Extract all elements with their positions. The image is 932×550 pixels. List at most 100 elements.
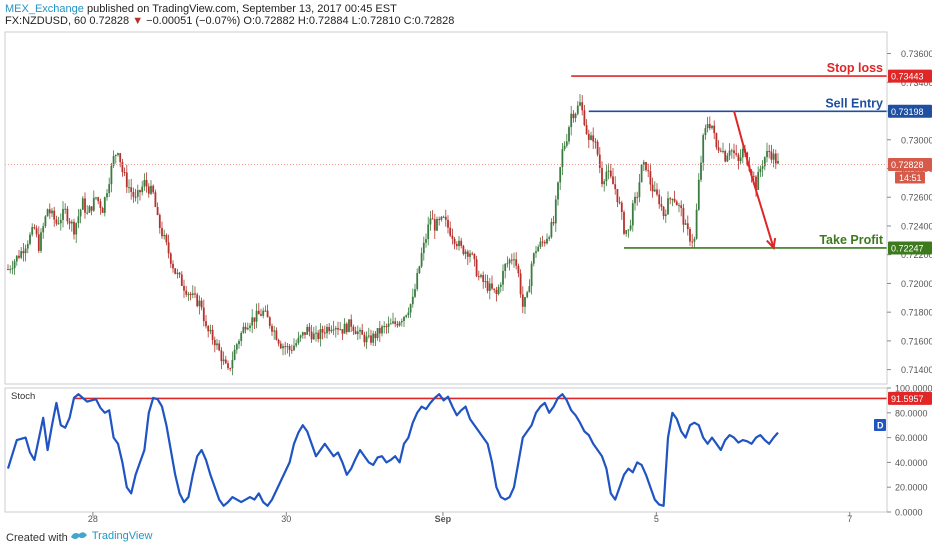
price-tick-label: 0.71600	[901, 336, 932, 346]
candle-body	[290, 349, 293, 351]
time-tick-label: 28	[88, 514, 98, 524]
candle-body	[90, 206, 93, 211]
candle-body	[75, 223, 78, 235]
author-name[interactable]: MEX_Exchange	[5, 3, 84, 15]
candle-body	[464, 251, 467, 254]
candle-body	[284, 346, 287, 348]
candle-body	[229, 368, 232, 370]
candle-body	[224, 359, 227, 364]
level-price-tag	[888, 241, 932, 255]
candle-body	[59, 219, 62, 224]
candle-body	[345, 323, 348, 333]
candle-body	[717, 147, 720, 151]
candle-body	[62, 209, 64, 220]
candle-body	[154, 192, 157, 207]
chart-frame	[4, 31, 888, 513]
candle-body	[161, 227, 163, 237]
candle-body	[431, 218, 434, 220]
candle-body	[693, 238, 696, 242]
candle-body	[642, 162, 645, 165]
candle-body	[552, 222, 555, 224]
candle-body	[328, 326, 331, 332]
candle-body	[37, 234, 40, 251]
candle-body	[581, 102, 584, 111]
candle-body	[651, 184, 654, 192]
candle-body	[451, 235, 454, 239]
candle-body	[403, 316, 405, 322]
candle-body	[262, 310, 265, 316]
candle-body	[480, 275, 482, 277]
candle-body	[246, 327, 249, 330]
candle-body	[240, 332, 243, 341]
candle-body	[488, 283, 491, 291]
candle-body	[152, 185, 155, 193]
candle-body	[537, 246, 540, 252]
candle-body	[726, 155, 729, 162]
footer: Created with TradingView	[0, 527, 932, 550]
candle-body	[684, 223, 687, 225]
candle-body	[295, 343, 298, 346]
candle-body	[550, 222, 553, 238]
candle-body	[176, 272, 179, 274]
candle-body	[306, 326, 309, 335]
candle-body	[497, 286, 500, 295]
candle-body	[275, 330, 278, 340]
candle-body	[605, 171, 608, 182]
candle-body	[636, 196, 639, 198]
candle-body	[165, 234, 168, 243]
candle-body	[691, 241, 694, 243]
candle-body	[207, 326, 210, 332]
candle-body	[147, 186, 150, 194]
candle-body	[198, 300, 201, 307]
candle-body	[310, 331, 313, 340]
candle-body	[449, 227, 452, 236]
stoch-title: Stoch	[11, 391, 35, 402]
candle-body	[458, 240, 460, 247]
candle-body	[590, 135, 592, 140]
candle-body	[680, 205, 683, 209]
candle-body	[598, 154, 601, 168]
candle-body	[282, 346, 284, 349]
candle-body	[669, 198, 672, 200]
candle-body	[576, 105, 579, 114]
candle-body	[664, 214, 667, 217]
candle-body	[706, 124, 709, 129]
candle-body	[444, 216, 447, 220]
chart-canvas[interactable]: Stop loss Sell Entry Take Profit Stoch 0.7…	[0, 0, 932, 527]
candle-body	[477, 276, 480, 278]
last-price: 0.72828	[89, 15, 130, 27]
candlestick-series	[7, 94, 779, 376]
candle-body	[299, 335, 302, 338]
time-tick-label: 5	[654, 514, 659, 524]
candle-body	[499, 284, 502, 287]
candle-body	[770, 151, 773, 160]
candle-body	[209, 329, 212, 332]
candle-body	[541, 241, 544, 243]
candle-body	[326, 326, 328, 334]
candle-body	[548, 237, 551, 239]
candle-body	[442, 216, 445, 218]
candle-body	[97, 197, 100, 202]
candle-body	[108, 184, 111, 194]
candle-body	[719, 150, 722, 152]
candle-body	[486, 281, 489, 291]
price-pane-border	[4, 31, 888, 385]
stoch-tick-label: 80.0000	[895, 408, 928, 418]
projection-arrowhead	[766, 237, 777, 251]
candle-body	[257, 310, 260, 315]
candle-body	[213, 339, 216, 346]
candle-body	[337, 327, 339, 330]
price-axis: 0.736000.734000.732000.730000.728000.726…	[88, 49, 932, 524]
tradingview-logo[interactable]: TradingView	[69, 529, 152, 543]
candle-body	[565, 141, 568, 146]
trade-levels: Stop loss Sell Entry Take Profit	[5, 61, 887, 251]
price-tick-label: 0.72400	[901, 221, 932, 231]
candle-body	[763, 157, 766, 167]
candle-body	[649, 171, 652, 185]
candle-body	[189, 293, 192, 296]
candle-body	[640, 164, 643, 183]
countdown-tag	[895, 171, 925, 184]
last-price-tag	[888, 157, 932, 171]
candle-body	[559, 167, 562, 183]
candle-body	[440, 216, 443, 220]
